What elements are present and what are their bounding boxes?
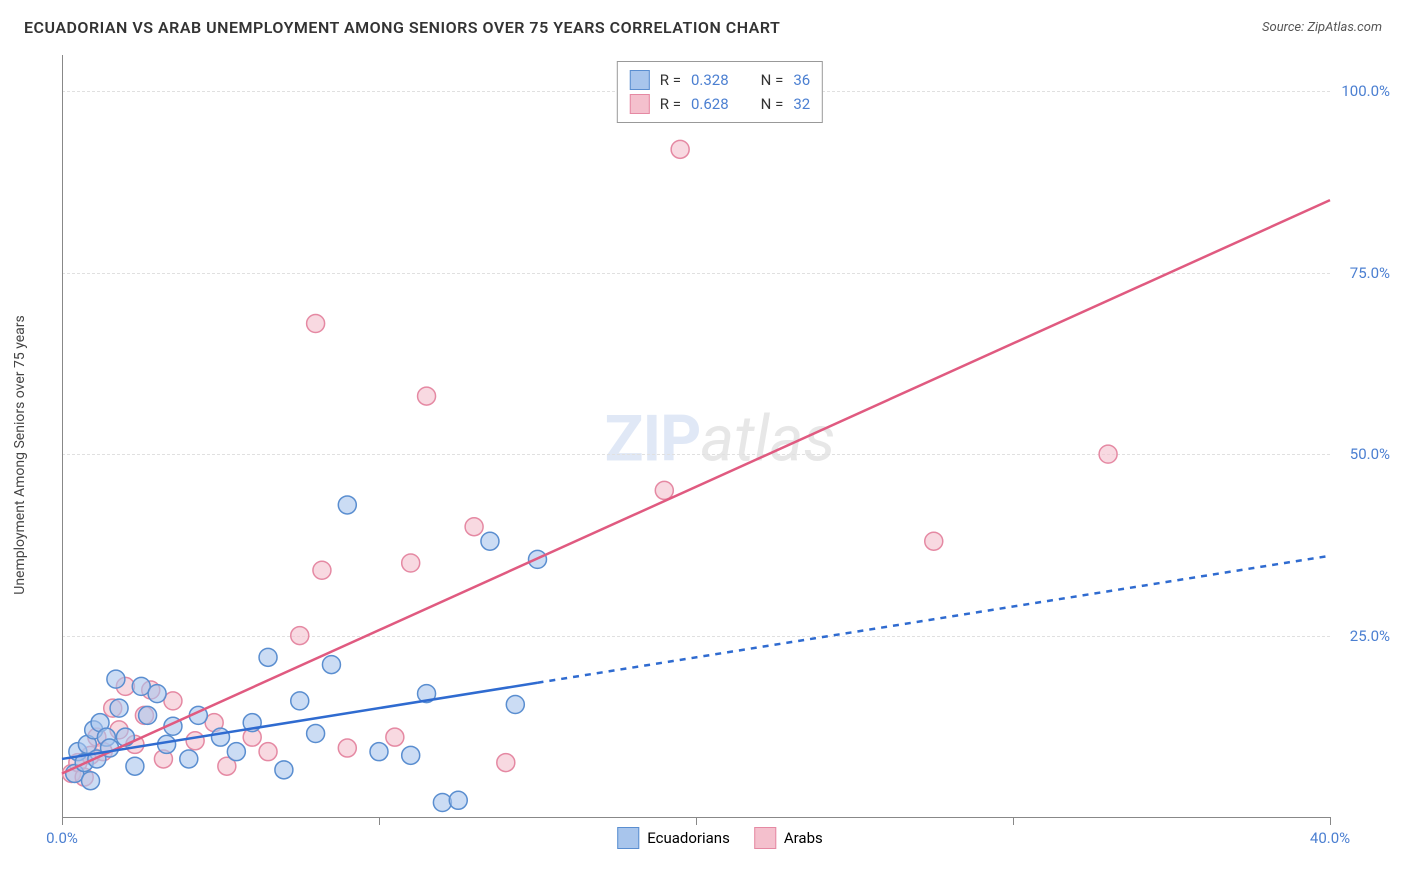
data-point xyxy=(418,387,436,405)
data-point xyxy=(465,518,483,536)
data-point xyxy=(107,670,125,688)
data-point xyxy=(433,793,451,811)
r-label: R = xyxy=(660,95,681,113)
r-value-ecuadorians: 0.328 xyxy=(691,71,729,89)
data-point xyxy=(307,725,325,743)
data-point xyxy=(82,772,100,790)
data-point xyxy=(402,746,420,764)
r-value-arabs: 0.628 xyxy=(691,95,729,113)
n-label: N = xyxy=(761,95,784,113)
chart: Unemployment Among Seniors over 75 years… xyxy=(50,55,1390,855)
data-point xyxy=(386,728,404,746)
n-label: N = xyxy=(761,71,784,89)
data-point xyxy=(481,532,499,550)
data-point xyxy=(148,685,166,703)
data-point xyxy=(671,140,689,158)
swatch-arabs xyxy=(754,827,776,849)
legend-bottom-ecuadorians: Ecuadorians xyxy=(617,827,730,849)
legend-top-row-arabs: R = 0.628 N = 32 xyxy=(630,92,810,116)
data-point xyxy=(110,699,128,717)
data-point xyxy=(506,696,524,714)
swatch-ecuadorians xyxy=(617,827,639,849)
source: Source: ZipAtlas.com xyxy=(1262,20,1382,35)
legend-top-row-ecuadorians: R = 0.328 N = 36 xyxy=(630,68,810,92)
n-value-ecuadorians: 36 xyxy=(793,71,810,89)
legend-bottom-arabs: Arabs xyxy=(754,827,823,849)
swatch-ecuadorians xyxy=(630,70,650,90)
data-point xyxy=(449,791,467,809)
plot-svg xyxy=(50,55,1390,855)
data-point xyxy=(291,692,309,710)
n-value-arabs: 32 xyxy=(793,95,810,113)
data-point xyxy=(338,496,356,514)
data-point xyxy=(338,739,356,757)
data-point xyxy=(126,757,144,775)
data-point xyxy=(275,761,293,779)
data-point xyxy=(313,561,331,579)
series-label-arabs: Arabs xyxy=(784,829,823,847)
data-point xyxy=(925,532,943,550)
chart-title: ECUADORIAN VS ARAB UNEMPLOYMENT AMONG SE… xyxy=(24,18,780,37)
source-label: Source: xyxy=(1262,20,1304,35)
data-point xyxy=(139,706,157,724)
data-point xyxy=(291,627,309,645)
data-point xyxy=(497,754,515,772)
data-point xyxy=(1099,445,1117,463)
data-point xyxy=(307,315,325,333)
data-point xyxy=(227,743,245,761)
y-axis-label: Unemployment Among Seniors over 75 years xyxy=(12,315,28,595)
header: ECUADORIAN VS ARAB UNEMPLOYMENT AMONG SE… xyxy=(0,0,1406,45)
data-point xyxy=(370,743,388,761)
series-label-ecuadorians: Ecuadorians xyxy=(647,829,730,847)
data-point xyxy=(212,728,230,746)
swatch-arabs xyxy=(630,94,650,114)
legend-bottom: Ecuadorians Arabs xyxy=(617,827,823,849)
data-point xyxy=(322,656,340,674)
data-point xyxy=(402,554,420,572)
data-point xyxy=(655,481,673,499)
data-point xyxy=(259,648,277,666)
trend-line xyxy=(538,556,1331,683)
data-point xyxy=(259,743,277,761)
source-value: ZipAtlas.com xyxy=(1307,20,1382,35)
legend-top: R = 0.328 N = 36 R = 0.628 N = 32 xyxy=(617,61,823,123)
r-label: R = xyxy=(660,71,681,89)
data-point xyxy=(180,750,198,768)
data-point xyxy=(186,732,204,750)
trend-line xyxy=(62,200,1330,773)
